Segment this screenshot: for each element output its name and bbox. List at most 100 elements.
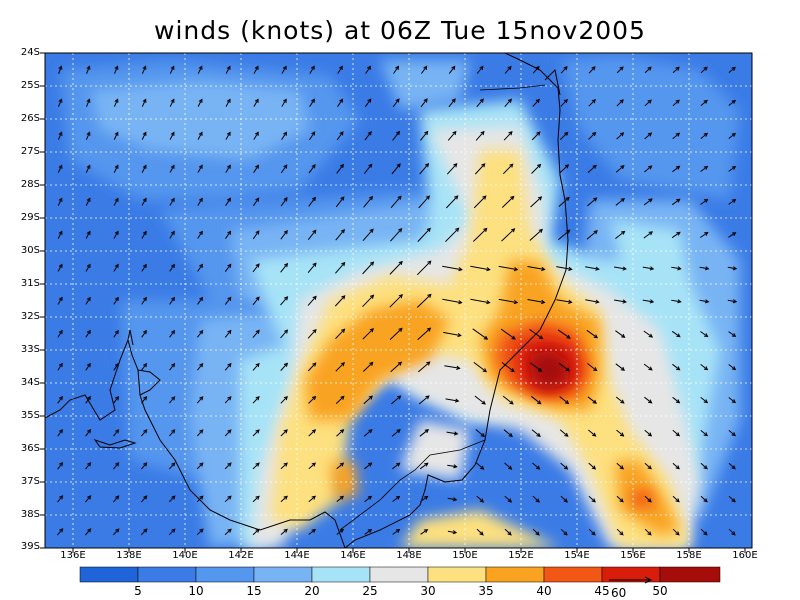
wind-arrow-icon: [392, 131, 400, 141]
wind-arrow-head: [592, 131, 597, 137]
wind-arrow-head: [58, 263, 63, 268]
wind-arrow-head: [676, 198, 681, 203]
wind-arrow-head: [368, 163, 373, 168]
wind-arrow-icon: [529, 229, 543, 241]
wind-arrow-head: [479, 98, 484, 103]
wind-arrow-head: [703, 498, 708, 503]
wind-arrow-head: [198, 98, 203, 103]
colorbar-label: 15: [246, 584, 262, 598]
wind-arrow-head: [675, 432, 681, 437]
wind-arrow-head: [369, 228, 374, 233]
wind-arrow-head: [647, 432, 653, 437]
wind-arrow-icon: [196, 495, 204, 503]
wind-arrow-icon: [643, 363, 653, 371]
wind-arrow-head: [648, 198, 653, 203]
wind-arrow-head: [538, 228, 543, 233]
wind-arrow-icon: [280, 230, 288, 240]
wind-arrow-icon: [307, 296, 317, 306]
wind-arrow-head: [341, 295, 346, 300]
wind-arrow-head: [368, 195, 374, 201]
wind-arrow-icon: [728, 364, 736, 370]
wind-arrow-head: [593, 334, 599, 339]
wind-arrow-icon: [472, 228, 488, 242]
wind-arrow-head: [620, 165, 625, 170]
wind-arrow-head: [507, 531, 512, 536]
wind-arrow-icon: [364, 98, 372, 108]
wind-arrow-head: [226, 98, 231, 103]
wind-arrow-icon: [472, 328, 488, 340]
wind-arrow-icon: [252, 528, 260, 536]
wind-arrow-head: [538, 335, 544, 340]
wind-arrow-icon: [197, 132, 203, 140]
wind-arrow-icon: [699, 299, 709, 303]
wind-arrow-icon: [85, 132, 91, 140]
wind-arrow-icon: [224, 528, 232, 536]
wind-arrow-head: [704, 266, 710, 271]
wind-arrow-head: [398, 228, 403, 233]
wind-arrow-head: [427, 293, 432, 298]
wind-arrow-head: [339, 131, 344, 136]
wind-arrow-head: [675, 465, 680, 470]
colorbar-label: 35: [478, 584, 494, 598]
wind-arrow-head: [731, 366, 737, 371]
wind-arrow-icon: [391, 429, 401, 437]
wind-arrow-head: [114, 329, 119, 335]
wind-arrow-head: [86, 65, 91, 70]
wind-arrow-head: [621, 333, 626, 338]
wind-arrow-icon: [392, 462, 400, 470]
wind-arrow-head: [452, 530, 458, 535]
wind-arrow-head: [170, 263, 175, 269]
wind-arrow-icon: [560, 66, 568, 74]
wind-arrow-icon: [197, 363, 203, 371]
wind-arrow-head: [311, 196, 316, 202]
lat-label: 25S: [20, 80, 40, 91]
wind-arrow-icon: [585, 266, 599, 270]
wind-arrow-icon: [141, 264, 147, 272]
wind-arrow-head: [226, 131, 231, 136]
wind-arrow-icon: [309, 66, 315, 74]
wind-arrow-head: [731, 399, 737, 404]
colorbar: [79, 566, 721, 583]
map-title: winds (knots) at 06Z Tue 15nov2005: [154, 16, 646, 45]
lat-label: 37S: [20, 476, 40, 487]
wind-arrow-head: [541, 266, 546, 272]
wind-arrow-head: [58, 461, 64, 467]
wind-arrow-head: [114, 131, 119, 136]
wind-arrow-head: [283, 429, 288, 434]
wind-arrow-head: [397, 361, 403, 366]
wind-arrow-icon: [447, 497, 457, 501]
wind-arrow-icon: [672, 363, 680, 371]
wind-arrow-head: [593, 367, 598, 372]
wind-arrow-head: [311, 429, 317, 434]
wind-arrow-head: [86, 329, 91, 335]
wind-arrow-icon: [169, 198, 175, 206]
wind-arrow-head: [58, 428, 63, 434]
wind-arrow-icon: [196, 528, 204, 536]
lat-label: 31S: [20, 278, 40, 289]
wind-arrow-icon: [225, 231, 231, 239]
wind-arrow-head: [593, 197, 598, 202]
wind-arrow-head: [509, 163, 514, 168]
wind-arrow-icon: [392, 98, 400, 108]
wind-arrow-head: [479, 498, 484, 503]
wind-arrow-icon: [140, 495, 148, 503]
wind-arrow-head: [227, 362, 232, 368]
wind-arrow-icon: [169, 66, 175, 74]
wind-arrow-head: [199, 429, 204, 434]
wind-arrow-head: [255, 230, 260, 235]
wind-arrow-head: [339, 462, 345, 467]
wind-arrow-head: [339, 495, 345, 500]
wind-arrow-icon: [420, 496, 428, 502]
wind-arrow-icon: [224, 330, 232, 338]
wind-arrow-icon: [644, 165, 652, 173]
wind-arrow-head: [426, 361, 431, 366]
wind-arrow-head: [675, 132, 681, 137]
wind-arrow-head: [143, 495, 148, 500]
wind-arrow-head: [227, 263, 232, 268]
wind-arrow-icon: [113, 462, 119, 470]
wind-arrow-icon: [390, 228, 402, 242]
wind-arrow-head: [368, 462, 373, 467]
wind-arrow-head: [507, 465, 513, 470]
wind-arrow-head: [283, 262, 289, 268]
wind-arrow-head: [255, 462, 260, 467]
